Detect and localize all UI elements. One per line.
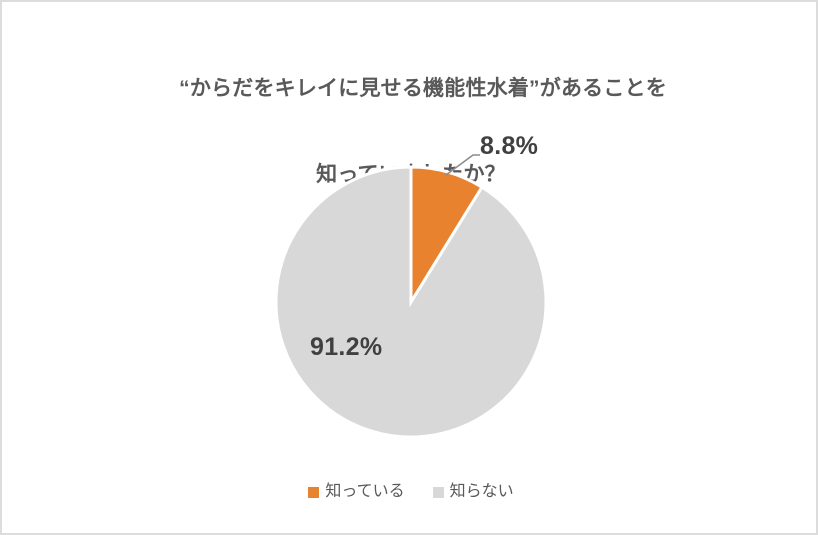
data-label-知っている: 8.8% bbox=[480, 132, 539, 160]
plot-area: 8.8% 91.2% bbox=[2, 2, 816, 472]
data-label-知らない: 91.2% bbox=[310, 333, 383, 361]
legend-swatch-icon-知っている bbox=[308, 486, 320, 498]
chart-legend: 知っている 知らない bbox=[2, 483, 816, 501]
legend-label-知らない: 知らない bbox=[449, 483, 514, 500]
legend-item-知っている[interactable]: 知っている bbox=[308, 483, 405, 501]
pie-slice-知っている[interactable] bbox=[409, 165, 484, 308]
legend-item-知らない[interactable]: 知らない bbox=[432, 483, 514, 501]
leader-line-icon bbox=[445, 154, 480, 176]
legend-label-知っている: 知っている bbox=[325, 483, 405, 500]
pie-chart-svg bbox=[274, 154, 548, 439]
chart-title-line-1: “からだをキレイに見せる機能性水着”があることを bbox=[179, 77, 667, 100]
legend-swatch-icon-知らない bbox=[432, 486, 444, 498]
